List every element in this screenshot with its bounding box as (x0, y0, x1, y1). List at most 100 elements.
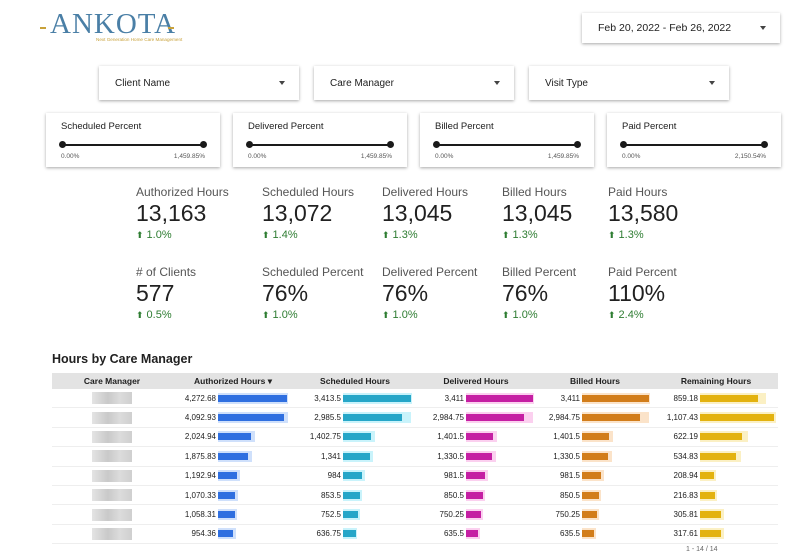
scheduled-hours-cell: 752.5 (294, 505, 416, 523)
arrow-up-icon: ⬆ (136, 230, 144, 240)
care-manager-filter[interactable]: Care Manager (314, 66, 514, 100)
slider-max-handle[interactable] (387, 141, 394, 148)
remaining-hours-value: 1,107.43 (666, 413, 698, 423)
authorized-hours-value: 4,092.93 (184, 413, 216, 423)
delivered-hours-bar (466, 394, 533, 402)
col-billed-hours[interactable]: Billed Hours (569, 376, 621, 386)
table-row[interactable]: 1,875.83 1,341 1,330.5 1,330.5 534.83 (52, 447, 778, 467)
remaining-hours-value: 859.18 (673, 393, 698, 403)
delivered-hours-value: 981.5 (443, 471, 464, 481)
delivered-hours-cell: 635.5 (416, 525, 536, 543)
brand-tagline: Next Generation Home Care Management (96, 37, 183, 42)
slider-min-handle[interactable] (59, 141, 66, 148)
delivered-percent-slider[interactable]: Delivered Percent 0.00% 1,459.85% (233, 113, 407, 167)
client-name-filter[interactable]: Client Name (99, 66, 299, 100)
scheduled-hours-value: 1,341 (320, 451, 341, 461)
delivered-hours-value: 635.5 (443, 529, 464, 539)
slider-track[interactable] (620, 141, 768, 148)
logo-dot-right (168, 27, 174, 29)
logo-dot-left (40, 27, 46, 29)
slider-max-handle[interactable] (574, 141, 581, 148)
table-row[interactable]: 1,070.33 853.5 850.5 850.5 216.83 (52, 486, 778, 506)
billed-hours-cell: 981.5 (536, 467, 654, 485)
delivered-hours-bar (466, 472, 486, 480)
col-scheduled-hours[interactable]: Scheduled Hours (320, 376, 390, 386)
kpi-billed-percent: Billed Percent 76% ⬆ 1.0% (502, 265, 622, 321)
remaining-hours-value: 208.94 (673, 471, 698, 481)
kpi-label: Scheduled Hours (262, 185, 355, 199)
kpi-delta-value: 1.3% (512, 229, 538, 241)
table-row[interactable]: 4,092.93 2,985.5 2,984.75 2,984.75 1,107.43 (52, 408, 778, 428)
slider-max-handle[interactable] (200, 141, 207, 148)
billed-percent-slider[interactable]: Billed Percent 0.00% 1,459.85% (420, 113, 594, 167)
remaining-hours-cell: 1,107.43 (654, 408, 778, 426)
table-row[interactable]: 954.36 636.75 635.5 635.5 317.61 (52, 525, 778, 545)
table-row[interactable]: 4,272.68 3,413.5 3,411 3,411 859.18 (52, 389, 778, 409)
billed-hours-cell: 635.5 (536, 525, 654, 543)
paid-percent-slider[interactable]: Paid Percent 0.00% 2,150.54% (607, 113, 781, 167)
col-remaining-hours[interactable]: Remaining Hours (680, 376, 752, 386)
slider-min-value: 0.00% (248, 153, 267, 160)
slider-min-value: 0.00% (435, 153, 454, 160)
col-authorized-hours[interactable]: Authorized Hours ▾ (194, 375, 272, 386)
slider-track[interactable] (433, 141, 581, 148)
remaining-hours-bar (700, 394, 758, 402)
care-manager-name-redacted (52, 392, 172, 405)
authorized-hours-value: 1,875.83 (184, 451, 216, 461)
arrow-up-icon: ⬆ (382, 310, 390, 320)
table-row[interactable]: 1,058.31 752.5 750.25 750.25 305.81 (52, 505, 778, 525)
delivered-hours-bar (466, 511, 481, 519)
kpi-value: 110% (608, 280, 666, 306)
slider-max-handle[interactable] (761, 141, 768, 148)
delivered-hours-bar (466, 452, 492, 460)
slider-track[interactable] (59, 141, 207, 148)
delivered-hours-value: 3,411 (444, 393, 464, 403)
slider-max-value: 2,150.54% (734, 153, 766, 160)
table-row[interactable]: 2,024.94 1,402.75 1,401.5 1,401.5 622.19 (52, 428, 778, 448)
filter-label: Client Name (115, 77, 171, 89)
kpi-value: 577 (136, 280, 175, 306)
redacted-name-blur (92, 411, 132, 424)
col-care-manager[interactable]: Care Manager (83, 376, 141, 386)
scheduled-percent-slider[interactable]: Scheduled Percent 0.00% 1,459.85% (46, 113, 220, 167)
remaining-hours-bar (700, 472, 715, 480)
slider-min-handle[interactable] (433, 141, 440, 148)
scheduled-hours-cell: 853.5 (294, 486, 416, 504)
scheduled-hours-bar (343, 530, 356, 538)
scheduled-hours-cell: 636.75 (294, 525, 416, 543)
slider-min-handle[interactable] (246, 141, 253, 148)
visit-type-filter[interactable]: Visit Type (529, 66, 729, 100)
redacted-name-blur (92, 508, 132, 521)
delivered-hours-value: 750.25 (439, 510, 464, 520)
slider-label: Billed Percent (435, 121, 494, 132)
billed-hours-cell: 2,984.75 (536, 408, 654, 426)
care-manager-name-redacted (52, 430, 172, 443)
billed-hours-bar (582, 414, 641, 422)
date-range-dropdown[interactable]: Feb 20, 2022 - Feb 26, 2022 (582, 13, 780, 43)
remaining-hours-value: 622.19 (673, 432, 698, 442)
kpi-delta: ⬆ 1.0% (502, 309, 622, 321)
billed-hours-cell: 1,401.5 (536, 428, 654, 446)
billed-hours-cell: 3,411 (536, 389, 654, 407)
slider-min-handle[interactable] (620, 141, 627, 148)
care-manager-name-redacted (52, 489, 172, 502)
redacted-name-blur (92, 489, 132, 502)
table-row[interactable]: 1,192.94 984 981.5 981.5 208.94 (52, 467, 778, 486)
kpi-delta-value: 1.4% (272, 229, 298, 241)
care-manager-name-redacted (52, 450, 172, 463)
slider-track[interactable] (246, 141, 394, 148)
scheduled-hours-cell: 1,402.75 (294, 428, 416, 446)
billed-hours-bar (582, 452, 608, 460)
remaining-hours-bar (700, 433, 742, 441)
kpi-label: Paid Percent (608, 265, 677, 279)
col-delivered-hours[interactable]: Delivered Hours (443, 376, 509, 386)
remaining-hours-cell: 859.18 (654, 389, 778, 407)
scheduled-hours-bar (343, 491, 360, 499)
delivered-hours-cell: 981.5 (416, 467, 536, 485)
pagination-label: 1 - 14 / 14 (686, 546, 718, 553)
caret-down-icon (279, 81, 285, 85)
kpi-label: Scheduled Percent (262, 265, 364, 279)
care-manager-name-redacted (52, 411, 172, 424)
remaining-hours-cell: 305.81 (654, 505, 778, 523)
billed-hours-bar (582, 530, 595, 538)
